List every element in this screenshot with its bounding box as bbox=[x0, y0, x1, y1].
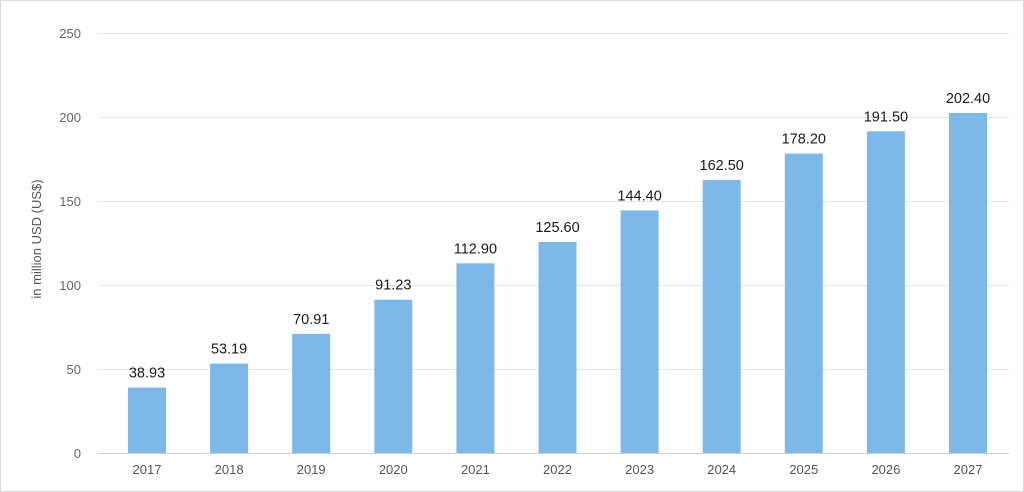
y-tick-label: 150 bbox=[59, 194, 81, 209]
bars bbox=[128, 113, 987, 454]
y-tick-label: 200 bbox=[59, 110, 81, 125]
data-label-2023: 144.40 bbox=[617, 188, 661, 204]
y-axis-title: in million USD (US$) bbox=[29, 179, 44, 298]
y-tick-label: 50 bbox=[67, 362, 81, 377]
bar-2024[interactable] bbox=[702, 180, 741, 453]
data-label-2020: 91.23 bbox=[375, 278, 411, 294]
data-label-2018: 53.19 bbox=[211, 342, 247, 358]
data-label-2025: 178.20 bbox=[782, 132, 826, 148]
data-label-2021: 112.90 bbox=[454, 241, 497, 257]
x-tick-label: 2018 bbox=[215, 462, 244, 477]
data-label-2024: 162.50 bbox=[700, 158, 744, 174]
bar-2022[interactable] bbox=[538, 242, 577, 453]
x-tick-label: 2027 bbox=[954, 462, 983, 477]
data-label-2026: 191.50 bbox=[864, 109, 908, 125]
x-tick-label: 2026 bbox=[871, 462, 900, 477]
x-axis-ticks: 2017 2018 2019 2020 2021 2022 2023 2024 2025 2026… bbox=[133, 462, 983, 477]
x-tick-label: 2023 bbox=[625, 462, 654, 477]
bar-2018[interactable] bbox=[210, 363, 249, 453]
x-tick-label: 2024 bbox=[707, 462, 736, 477]
data-labels: 38.93 53.19 70.91 91.23 112.90 125.60 144.40 16… bbox=[129, 91, 990, 382]
bar-2026[interactable] bbox=[866, 131, 905, 454]
bar-2021[interactable] bbox=[456, 263, 495, 453]
x-tick-label: 2025 bbox=[789, 462, 818, 477]
x-tick-label: 2022 bbox=[543, 462, 572, 477]
data-label-2019: 70.91 bbox=[293, 312, 329, 328]
x-tick-label: 2019 bbox=[297, 462, 326, 477]
bar-2020[interactable] bbox=[374, 299, 413, 453]
data-label-2022: 125.60 bbox=[535, 220, 579, 236]
bar-2027[interactable] bbox=[949, 113, 987, 453]
x-tick-label: 2017 bbox=[133, 462, 162, 477]
y-tick-label: 250 bbox=[59, 26, 81, 41]
bar-2017[interactable] bbox=[128, 387, 166, 453]
x-tick-label: 2021 bbox=[461, 462, 490, 477]
y-tick-label: 0 bbox=[74, 446, 81, 461]
x-tick-label: 2020 bbox=[379, 462, 408, 477]
data-label-2017: 38.93 bbox=[129, 366, 165, 382]
bar-2025[interactable] bbox=[784, 153, 823, 453]
y-tick-label: 100 bbox=[59, 278, 81, 293]
y-axis-ticks: 0 50 100 150 200 250 bbox=[59, 26, 81, 461]
bar-2019[interactable] bbox=[292, 333, 331, 453]
bar-2023[interactable] bbox=[620, 210, 659, 453]
data-label-2027: 202.40 bbox=[946, 91, 990, 107]
